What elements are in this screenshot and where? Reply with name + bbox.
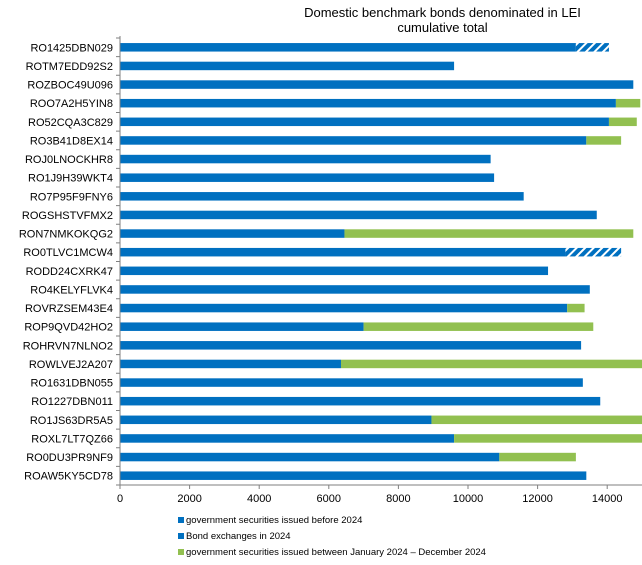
bar-segment bbox=[120, 61, 455, 71]
category-label: RO1JS63DR5A5 bbox=[30, 415, 113, 427]
bar-segment bbox=[499, 452, 576, 462]
bar-segment bbox=[120, 247, 566, 257]
bar-segment bbox=[120, 192, 524, 201]
legend-item: government securities issued before 2024 bbox=[178, 512, 486, 528]
bar-segment bbox=[615, 98, 641, 108]
category-label: ROWLVEJ2A207 bbox=[29, 359, 113, 371]
bar-segment bbox=[608, 117, 637, 127]
bar-segment bbox=[120, 396, 601, 406]
category-label: ROVRZSEM43E4 bbox=[25, 303, 113, 315]
bar-segment bbox=[565, 247, 622, 257]
legend-label: government securities issued between Jan… bbox=[186, 546, 486, 558]
bar-segment bbox=[586, 136, 622, 145]
category-label: RON7NMKOKQG2 bbox=[19, 229, 113, 241]
category-label: ROGSHSTVFMX2 bbox=[22, 210, 113, 222]
bar-segment bbox=[120, 285, 590, 294]
legend-swatch bbox=[178, 549, 184, 555]
bar-segment bbox=[120, 154, 491, 164]
bar-segment bbox=[567, 303, 585, 313]
bar-segment bbox=[431, 415, 642, 425]
bar-segment bbox=[120, 378, 583, 387]
x-tick-label: 8000 bbox=[386, 493, 410, 505]
x-tick-label: 2000 bbox=[177, 493, 201, 505]
chart-title: Domestic benchmark bonds denominated in … bbox=[270, 5, 615, 35]
bar-segment bbox=[120, 359, 341, 369]
category-label: RO4KELYFLVK4 bbox=[30, 284, 113, 296]
bar-segment bbox=[344, 229, 634, 238]
bar-segment bbox=[120, 341, 582, 350]
bar-segment bbox=[120, 434, 455, 443]
bar-segment bbox=[120, 322, 364, 331]
category-label: RO3B41D8EX14 bbox=[30, 135, 113, 147]
category-label: RO1425DBN029 bbox=[30, 42, 113, 54]
legend-label: government securities issued before 2024 bbox=[186, 514, 363, 526]
category-label: RO0DU3PR9NF9 bbox=[26, 452, 113, 464]
category-label: RO1631DBN055 bbox=[30, 378, 113, 390]
category-label: ROTM7EDD92S2 bbox=[26, 61, 113, 73]
bar-segment bbox=[120, 452, 500, 462]
bar-segment bbox=[120, 43, 576, 52]
x-tick-label: 14000 bbox=[592, 493, 623, 505]
legend-swatch bbox=[178, 533, 184, 539]
chart-title-text: Domestic benchmark bonds denominated in … bbox=[304, 5, 581, 20]
category-label: RO52CQA3C829 bbox=[28, 117, 113, 129]
bar-segment bbox=[120, 98, 616, 108]
bar-segment bbox=[340, 359, 642, 369]
bar-segment bbox=[120, 303, 568, 313]
category-label: ROXL7LT7QZ66 bbox=[31, 433, 113, 445]
x-tick-label: 12000 bbox=[522, 493, 553, 505]
x-tick-label: 4000 bbox=[247, 493, 271, 505]
bar-segment bbox=[363, 322, 594, 331]
bar-segment bbox=[120, 415, 432, 425]
legend-item: Bond exchanges in 2024 bbox=[178, 528, 486, 544]
bar-segment bbox=[120, 173, 495, 182]
category-label: ROAW5KY5CD78 bbox=[24, 471, 113, 483]
bar-segment bbox=[120, 80, 634, 89]
legend-swatch bbox=[178, 517, 184, 523]
chart-legend: government securities issued before 2024… bbox=[178, 512, 486, 560]
bar-segment bbox=[575, 43, 609, 52]
category-label: RO7P95F9FNY6 bbox=[30, 191, 113, 203]
category-label: RO0TLVC1MCW4 bbox=[23, 247, 113, 259]
category-label: ROZBOC49U096 bbox=[27, 80, 113, 92]
category-label: RODD24CXRK47 bbox=[26, 266, 113, 278]
x-tick-label: 6000 bbox=[317, 493, 341, 505]
bar-segment bbox=[120, 229, 345, 238]
category-label: ROP9QVD42HO2 bbox=[24, 322, 113, 334]
x-tick-label: 10000 bbox=[453, 493, 484, 505]
category-label: ROHRVN7NLNO2 bbox=[23, 340, 113, 352]
category-label: RO1227DBN011 bbox=[31, 396, 113, 408]
chart-subtitle-text: cumulative total bbox=[397, 20, 488, 35]
category-label: ROJ0LNOCKHR8 bbox=[25, 154, 113, 166]
bar-segment bbox=[120, 266, 549, 276]
bar-segment bbox=[120, 136, 587, 145]
bar-segment bbox=[454, 434, 642, 443]
bar-segment bbox=[120, 117, 609, 127]
category-label: RO1J9H39WKT4 bbox=[28, 173, 113, 185]
legend-item: government securities issued between Jan… bbox=[178, 544, 486, 560]
bar-segment bbox=[120, 471, 587, 480]
category-label: ROO7A2H5YIN8 bbox=[30, 98, 113, 110]
x-tick-label: 0 bbox=[117, 493, 123, 505]
bar-segment bbox=[120, 210, 597, 220]
legend-label: Bond exchanges in 2024 bbox=[186, 530, 291, 542]
